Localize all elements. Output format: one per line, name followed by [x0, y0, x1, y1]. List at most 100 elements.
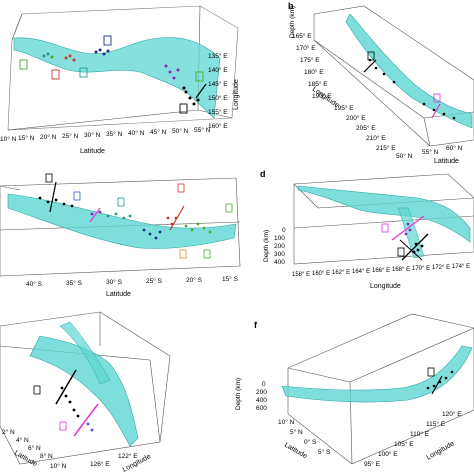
slip-vector-a	[195, 83, 207, 99]
event-dots-e	[60, 386, 94, 432]
panel-e: 2° N 4° N 6° N 8° N 10° N Latitude 122° …	[0, 306, 200, 474]
svg-text:200: 200	[256, 389, 267, 396]
svg-text:140° E: 140° E	[208, 66, 228, 74]
lon-ticks-e: 122° E 126° E	[90, 452, 138, 468]
svg-text:110° E: 110° E	[410, 430, 430, 438]
svg-text:185° E: 185° E	[308, 80, 328, 88]
panel-letter-b: b	[288, 1, 294, 11]
svg-text:190° E: 190° E	[312, 92, 332, 100]
beachball-d2	[397, 247, 405, 257]
panel-d: d 0 100 200 300 400 Depth (km) 158° E 16…	[258, 168, 474, 300]
beachball-b2	[433, 93, 441, 103]
svg-text:95° E: 95° E	[364, 460, 381, 468]
svg-text:0: 0	[262, 381, 266, 388]
longitude-label-d: Longitude	[370, 283, 401, 290]
svg-text:55° N: 55° N	[194, 126, 211, 134]
slip-vector-b1	[363, 59, 377, 73]
svg-text:2° N: 2° N	[2, 428, 15, 436]
lon-ticks-d: 158° E 160° E 162° E 164° E 166° E 168° …	[292, 264, 470, 278]
slip-vector-b2	[431, 103, 441, 119]
svg-text:400: 400	[274, 259, 285, 266]
slip-vector-c1	[49, 181, 57, 213]
panel-b: b Depth (km) 165° E 170° E 175° E 180° E…	[284, 0, 474, 165]
svg-text:175° E: 175° E	[300, 56, 320, 64]
svg-text:200: 200	[274, 243, 285, 250]
subduction-surface-d	[297, 185, 471, 243]
svg-text:172° E: 172° E	[432, 265, 450, 271]
depth-ticks-d: 0 100 200 300 400	[274, 227, 286, 266]
svg-text:210° E: 210° E	[366, 134, 386, 142]
subduction-surface-f	[281, 345, 473, 403]
panel-c-plot: 40° S 35° S 30° S 25° S 20° S 15° S Lati…	[0, 173, 241, 298]
svg-text:20° N: 20° N	[40, 133, 57, 141]
svg-text:20° S: 20° S	[186, 276, 203, 284]
svg-text:10° N: 10° N	[50, 462, 67, 470]
svg-text:10° N: 10° N	[0, 135, 17, 143]
latitude-label-b: Latitude	[434, 158, 459, 165]
svg-text:30° S: 30° S	[106, 278, 123, 286]
svg-text:15° N: 15° N	[18, 134, 35, 142]
svg-text:174° E: 174° E	[452, 264, 470, 270]
beachball-b1	[367, 51, 375, 61]
subduction-surface-a	[13, 37, 221, 119]
svg-text:10° N: 10° N	[278, 418, 295, 426]
panel-c: 40° S 35° S 30° S 25° S 20° S 15° S Lati…	[0, 168, 245, 300]
svg-text:168° E: 168° E	[392, 267, 410, 273]
lat-ticks-e: 2° N 4° N 6° N 8° N 10° N	[2, 428, 67, 470]
svg-text:162° E: 162° E	[332, 270, 350, 276]
svg-text:55° N: 55° N	[422, 148, 439, 156]
svg-text:135° E: 135° E	[208, 52, 228, 60]
svg-text:35° N: 35° N	[106, 130, 123, 138]
svg-text:195° E: 195° E	[334, 104, 354, 112]
svg-text:50° N: 50° N	[396, 152, 413, 160]
svg-text:50° N: 50° N	[172, 127, 189, 135]
event-dots-c	[38, 196, 212, 240]
svg-text:105° E: 105° E	[394, 440, 414, 448]
svg-text:100° E: 100° E	[378, 450, 398, 458]
svg-text:300: 300	[274, 251, 285, 258]
svg-text:180° E: 180° E	[304, 68, 324, 76]
lat-ticks-f: 10° N 5° N 0° S 5° S	[278, 418, 331, 456]
svg-text:200° E: 200° E	[346, 114, 366, 122]
svg-text:25° S: 25° S	[146, 277, 163, 285]
depth-ticks-f: 0 200 400 600	[256, 381, 267, 412]
svg-text:205° E: 205° E	[356, 124, 376, 132]
longitude-label-a: Longitude	[233, 79, 240, 110]
lon-ticks-a: 135° E 140° E 145° E 150° E 155° E 160° …	[208, 52, 228, 130]
svg-text:35° S: 35° S	[66, 279, 83, 287]
slip-vector-c3	[169, 205, 185, 231]
svg-text:6° N: 6° N	[28, 444, 41, 452]
slip-vector-d1	[391, 215, 425, 241]
depth-label-b: Depth (km)	[289, 6, 296, 38]
svg-text:60° N: 60° N	[446, 144, 463, 152]
lat-ticks-c: 40° S 35° S 30° S 25° S 20° S 15° S	[26, 275, 239, 288]
slip-vector-e2	[73, 403, 99, 437]
svg-text:5° S: 5° S	[318, 448, 331, 456]
svg-text:158° E: 158° E	[292, 272, 310, 278]
svg-text:170° E: 170° E	[412, 266, 430, 272]
depth-label-d: Depth (km)	[263, 230, 270, 262]
slip-vector-e1	[55, 369, 77, 405]
slab-fold-e	[59, 321, 111, 385]
svg-text:40° N: 40° N	[128, 129, 145, 137]
svg-text:600: 600	[256, 405, 267, 412]
event-dots-d	[404, 222, 424, 254]
lon-ticks-f: 95° E 100° E 105° E 110° E 115° E 120° E	[364, 410, 462, 468]
svg-text:40° S: 40° S	[26, 280, 43, 288]
svg-text:150° E: 150° E	[208, 94, 228, 102]
panel-letter-f: f	[254, 320, 258, 330]
svg-text:164° E: 164° E	[352, 269, 370, 275]
slip-vector-c2	[89, 207, 101, 223]
svg-text:160° E: 160° E	[312, 271, 330, 277]
panel-a: 10° N 15° N 20° N 25° N 30° N 35° N 40° …	[0, 0, 240, 160]
svg-text:145° E: 145° E	[208, 80, 228, 88]
beachball-e1	[33, 385, 41, 395]
event-dots-b	[368, 58, 456, 120]
svg-text:4° N: 4° N	[16, 436, 29, 444]
svg-text:400: 400	[256, 397, 267, 404]
panel-e-plot: 2° N 4° N 6° N 8° N 10° N Latitude 122° …	[0, 311, 171, 474]
svg-text:0° S: 0° S	[304, 438, 317, 446]
beachball-f	[427, 367, 435, 377]
svg-text:0: 0	[282, 227, 286, 234]
panel-b-plot: b Depth (km) 165° E 170° E 175° E 180° E…	[288, 1, 474, 165]
